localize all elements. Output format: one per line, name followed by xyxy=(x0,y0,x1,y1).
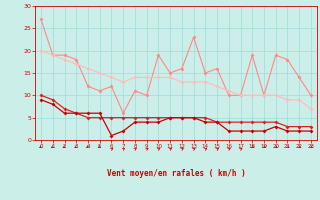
Text: Vent moyen/en rafales ( km/h ): Vent moyen/en rafales ( km/h ) xyxy=(107,169,245,178)
